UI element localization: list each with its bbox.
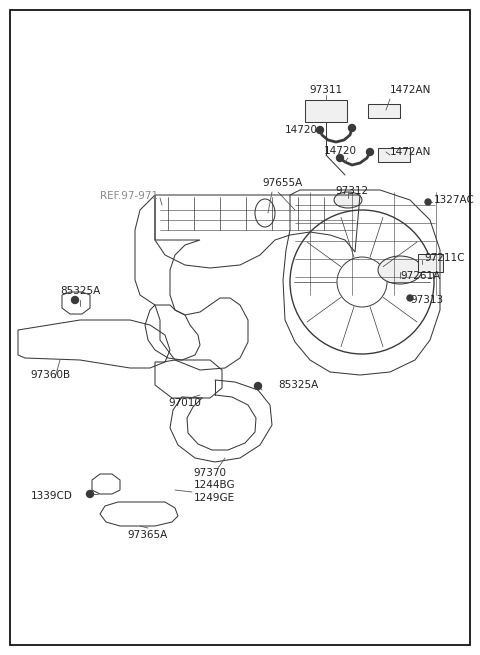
Ellipse shape (334, 192, 362, 208)
Circle shape (316, 126, 324, 134)
Text: 97360B: 97360B (30, 370, 70, 380)
Text: 97010: 97010 (168, 398, 202, 408)
Text: 1244BG: 1244BG (194, 480, 236, 490)
Circle shape (407, 295, 413, 301)
Text: 1339CD: 1339CD (31, 491, 73, 501)
Circle shape (367, 149, 373, 155)
Text: REF.97-971: REF.97-971 (100, 191, 158, 201)
Text: 97312: 97312 (336, 186, 369, 196)
Text: 97370: 97370 (193, 468, 227, 478)
Text: 97261A: 97261A (400, 271, 440, 281)
Circle shape (336, 155, 344, 162)
Bar (368, 104, 400, 118)
Circle shape (348, 124, 356, 132)
Text: 1327AC: 1327AC (434, 195, 475, 205)
Bar (418, 254, 443, 272)
Text: 97313: 97313 (410, 295, 443, 305)
Text: 1249GE: 1249GE (194, 493, 235, 503)
Text: 14720: 14720 (285, 125, 318, 135)
Text: 97311: 97311 (310, 85, 343, 95)
Circle shape (425, 199, 431, 205)
Circle shape (86, 491, 94, 498)
Text: 1472AN: 1472AN (390, 147, 432, 157)
Text: 1472AN: 1472AN (390, 85, 432, 95)
Bar (378, 148, 410, 162)
Text: 97365A: 97365A (128, 530, 168, 540)
Circle shape (254, 383, 262, 390)
Text: 97655A: 97655A (262, 178, 302, 188)
Circle shape (72, 297, 79, 303)
Bar (305, 100, 347, 122)
Text: 85325A: 85325A (60, 286, 100, 296)
Text: 97211C: 97211C (424, 253, 465, 263)
Text: 14720: 14720 (324, 146, 357, 156)
Ellipse shape (378, 256, 422, 284)
Text: 85325A: 85325A (278, 380, 318, 390)
